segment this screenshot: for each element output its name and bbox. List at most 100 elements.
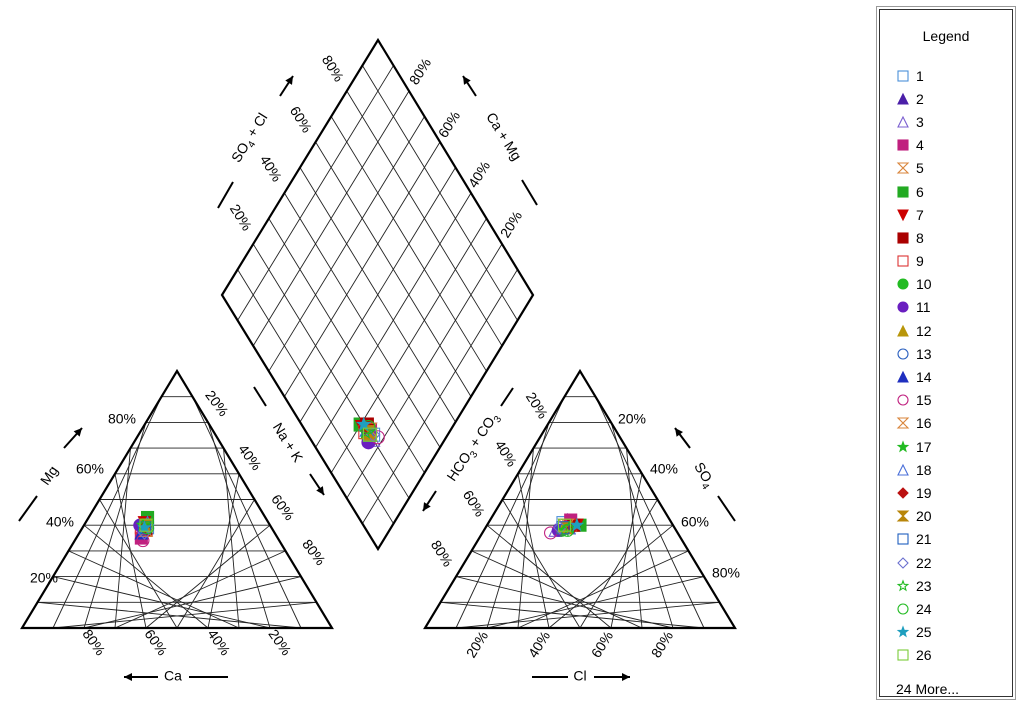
legend-marker-17 — [896, 440, 910, 452]
anion-left-tick: 60% — [460, 487, 488, 519]
legend-marker-shape-13 — [897, 348, 909, 360]
legend-marker-1 — [897, 70, 909, 82]
anion-triangle-frame — [423, 368, 737, 630]
anion-grid-line — [610, 422, 674, 629]
cation-bottom-tick: 20% — [265, 626, 294, 658]
anion-grid-line — [440, 601, 705, 629]
legend-item-19: 19 — [896, 481, 932, 504]
legend-label: 9 — [916, 253, 924, 270]
legend-marker-shape-9 — [897, 255, 909, 267]
legend-marker-18 — [897, 463, 909, 476]
cation-grid-line — [192, 396, 302, 629]
legend-marker-shape-1 — [897, 70, 909, 82]
cation-left-tick: 80% — [108, 411, 136, 427]
cation-right-tick: 60% — [268, 491, 298, 523]
diamond-marker-23 — [357, 424, 374, 439]
cation-grid-line — [207, 473, 240, 629]
cation-grid-line — [176, 499, 255, 629]
legend-marker-20 — [896, 510, 910, 522]
legend-label: 11 — [916, 299, 931, 316]
legend-marker-shape-25 — [896, 625, 910, 638]
cation-left-tick: 20% — [30, 570, 58, 586]
cation-left-arrow-head — [73, 428, 82, 437]
anion-bottom-tick: 80% — [648, 628, 676, 660]
legend-marker-10 — [897, 278, 909, 290]
legend-marker-12 — [897, 324, 909, 337]
legend-marker-shape-10 — [897, 278, 909, 290]
legend-item-10: 10 — [896, 273, 932, 296]
anion-grid-line — [610, 473, 643, 629]
legend-item-17: 17 — [896, 435, 932, 458]
legend-item-9: 9 — [896, 250, 932, 273]
anion-bottom-axis-label: Cl — [573, 668, 586, 684]
legend-item-2: 2 — [896, 87, 932, 110]
legend-marker-23 — [896, 579, 910, 592]
diamond-grid-line — [346, 90, 503, 347]
legend-label: 15 — [916, 392, 932, 409]
legend-marker-13 — [897, 348, 909, 360]
diamond-grid-line — [299, 167, 456, 423]
legend-more-link[interactable]: 24 More... — [896, 681, 960, 697]
cation-left-dash — [18, 495, 38, 522]
legend-marker-shape-18 — [897, 463, 909, 476]
piper-diagram: 20%40%60%80% 20%40%60%80%80% 60% 40% 20%MgNa… — [18, 37, 740, 684]
cation-right-axis-label: Na + K — [270, 420, 307, 466]
legend-label: 24 — [916, 600, 932, 617]
anion-bottom-tick: 60% — [588, 628, 616, 660]
diamond-grid-line — [330, 116, 487, 372]
cation-bottom-tick: 60% — [141, 626, 170, 658]
legend-label: 14 — [916, 369, 932, 386]
legend-item-21: 21 — [896, 528, 932, 551]
cation-right-tick: 80% — [299, 536, 329, 568]
legend-frame: Legend 1 2 3 4 5 6 7 8 9 10 11 12 13 14 15 16 17 18 19 20 21… — [879, 9, 1013, 697]
anion-left-dash — [500, 387, 514, 407]
cation-marker-26 — [139, 518, 153, 532]
legend-marker-shape-7 — [897, 209, 909, 221]
legend-label: 13 — [916, 345, 932, 362]
anion-right-axis-label: SO4 — [688, 459, 719, 492]
legend-marker-shape-4 — [897, 139, 909, 151]
legend-marker-5 — [896, 162, 910, 174]
legend-item-5: 5 — [896, 157, 932, 180]
diamond-frame — [220, 37, 535, 552]
diamond-marker-26 — [362, 427, 378, 442]
diamond-right-axis-label: Ca + Mg — [483, 109, 525, 163]
cation-triangle-frame — [20, 368, 334, 630]
cation-right-tick: 20% — [202, 387, 232, 419]
diamond-marker-25 — [356, 416, 372, 432]
anion-left-tick: 20% — [523, 389, 551, 421]
legend-marker-25 — [896, 625, 910, 638]
legend-marker-shape-12 — [897, 324, 909, 337]
legend: Legend 1 2 3 4 5 6 7 8 9 10 11 12 13 14 15 16 17 18 19 20 21… — [876, 6, 1016, 700]
legend-marker-14 — [897, 370, 909, 383]
legend-marker-shape-20 — [896, 510, 910, 522]
legend-item-13: 13 — [896, 342, 932, 365]
anion-marker-26 — [557, 518, 572, 532]
legend-marker-shape-8 — [897, 232, 909, 244]
anion-bottom-tick: 20% — [463, 628, 491, 660]
legend-marker-7 — [897, 209, 909, 221]
legend-label: 16 — [916, 415, 932, 432]
anion-left-arrow-head — [423, 502, 431, 511]
anion-marker-23 — [561, 520, 577, 534]
legend-item-3: 3 — [896, 110, 932, 133]
legend-marker-shape-11 — [897, 301, 909, 314]
cation-bottom-arrow-head — [124, 673, 132, 681]
cation-right-tick: 40% — [235, 441, 265, 473]
cation-grid-line — [207, 422, 271, 629]
legend-marker-11 — [897, 301, 909, 314]
diamond-right-tick: 40% — [465, 158, 493, 190]
cation-grid-line — [37, 601, 302, 629]
cation-grid-line — [223, 448, 240, 629]
cation-grid-line — [83, 524, 209, 629]
anion-bottom-tick: 40% — [525, 628, 553, 660]
legend-label: 6 — [916, 183, 924, 200]
legend-marker-15 — [897, 394, 909, 406]
diamond-right-tick: 60% — [435, 108, 463, 140]
diamond-left-tick: 60% — [287, 103, 315, 135]
legend-list: 1 2 3 4 5 6 7 8 9 10 11 12 13 14 15 16 17 18 19 20 21 22 23 24 2… — [896, 64, 932, 667]
legend-label: 3 — [916, 113, 924, 130]
legend-label: 8 — [916, 229, 924, 246]
diamond-left-tick: 80% — [319, 52, 347, 84]
legend-item-22: 22 — [896, 551, 932, 574]
